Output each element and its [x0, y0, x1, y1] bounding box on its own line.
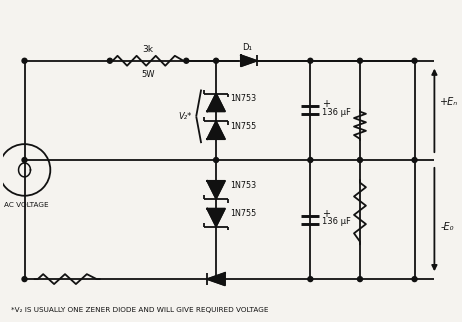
Circle shape [213, 157, 219, 163]
Polygon shape [241, 55, 257, 66]
Circle shape [22, 58, 27, 63]
Text: 5W: 5W [141, 70, 155, 79]
Text: 136 μF: 136 μF [322, 108, 351, 117]
Circle shape [22, 277, 27, 281]
Text: 136 μF: 136 μF [322, 217, 351, 226]
Text: 1N753: 1N753 [230, 181, 256, 190]
Circle shape [308, 58, 313, 63]
Circle shape [308, 157, 313, 163]
Text: 3k: 3k [143, 45, 153, 54]
Text: AC VOLTAGE: AC VOLTAGE [4, 202, 49, 208]
Text: +Eₙ: +Eₙ [440, 98, 458, 108]
Polygon shape [207, 121, 225, 139]
Text: 1N755: 1N755 [230, 122, 256, 131]
Circle shape [22, 157, 27, 163]
Circle shape [412, 157, 417, 163]
Polygon shape [207, 273, 225, 285]
Circle shape [213, 277, 219, 281]
Text: 1N755: 1N755 [230, 209, 256, 218]
Circle shape [412, 58, 417, 63]
Text: *V₂ IS USUALLY ONE ZENER DIODE AND WILL GIVE REQUIRED VOLTAGE: *V₂ IS USUALLY ONE ZENER DIODE AND WILL … [11, 307, 268, 313]
Circle shape [358, 157, 363, 163]
Text: +: + [322, 99, 330, 109]
Polygon shape [207, 93, 225, 111]
Text: +: + [322, 209, 330, 219]
Circle shape [213, 58, 219, 63]
Polygon shape [207, 209, 225, 226]
Text: -E₀: -E₀ [440, 223, 454, 232]
Circle shape [412, 277, 417, 281]
Circle shape [358, 277, 363, 281]
Text: V₂*: V₂* [178, 112, 191, 121]
Circle shape [358, 58, 363, 63]
Text: 1N753: 1N753 [230, 94, 256, 103]
Polygon shape [207, 181, 225, 199]
Circle shape [308, 277, 313, 281]
Circle shape [184, 58, 189, 63]
Text: D₁: D₁ [242, 43, 252, 52]
Circle shape [107, 58, 112, 63]
